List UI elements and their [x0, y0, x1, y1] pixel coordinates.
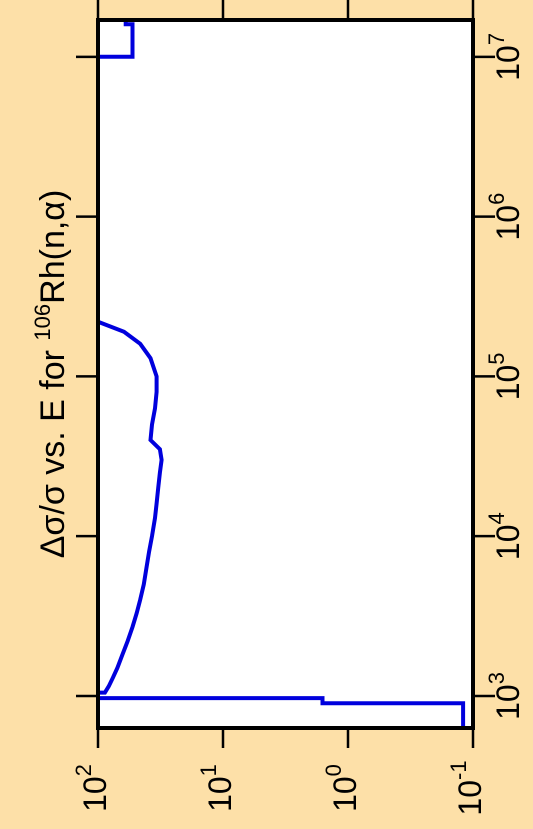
svg-text:101: 101: [196, 764, 239, 812]
energy-tick-label: 103: [484, 672, 527, 720]
title-isotope-mass: 106: [30, 304, 55, 341]
value-tick-label: 10-1: [446, 760, 489, 815]
title-element: Rh: [34, 260, 72, 303]
energy-tick-label: 105: [484, 352, 527, 400]
plot-frame: [96, 18, 475, 730]
svg-text:10-1: 10-1: [446, 760, 489, 815]
energy-tick-label: 106: [484, 193, 527, 241]
title-prefix: Δσ/σ vs. E for: [34, 341, 72, 559]
svg-text:100: 100: [321, 764, 364, 812]
svg-text:105: 105: [484, 352, 527, 400]
value-tick-label: 102: [71, 764, 114, 812]
chart-title: Δσ/σ vs. E for 106Rh(n,α): [30, 190, 72, 559]
value-tick-label: 101: [196, 764, 239, 812]
energy-tick-label: 107: [484, 33, 527, 81]
svg-text:Δσ/σ vs. E for 106Rh(n,α): Δσ/σ vs. E for 106Rh(n,α): [30, 190, 72, 559]
title-reaction: (n,α): [34, 190, 72, 261]
series-line: [96, 20, 466, 728]
svg-text:103: 103: [484, 672, 527, 720]
value-tick-label: 100: [321, 764, 364, 812]
svg-text:107: 107: [484, 33, 527, 81]
svg-text:106: 106: [484, 193, 527, 241]
svg-text:102: 102: [71, 764, 114, 812]
svg-text:104: 104: [484, 512, 527, 560]
energy-tick-label: 104: [484, 512, 527, 560]
plot-area: [98, 20, 473, 728]
